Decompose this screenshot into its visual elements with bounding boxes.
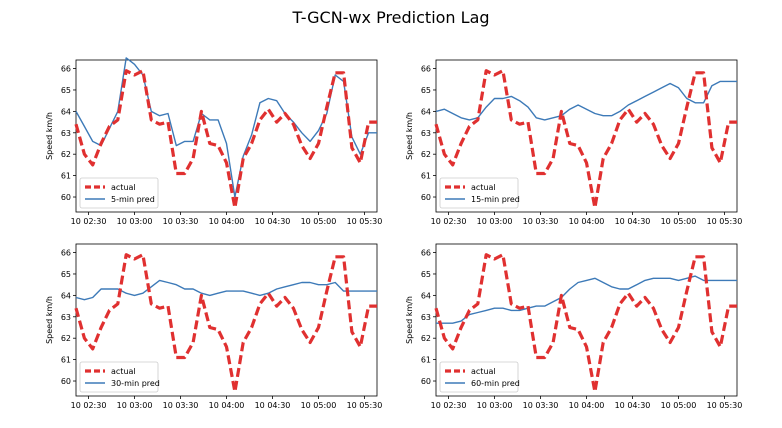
- x-tick-label: 10 03:30: [523, 217, 559, 226]
- x-tick-label: 10 05:00: [661, 217, 697, 226]
- y-tick-label: 64: [61, 291, 71, 300]
- legend-label: 60-min pred: [471, 379, 520, 388]
- y-axis-label: Speed km/h: [45, 296, 54, 344]
- actual-series-line: [434, 69, 737, 210]
- legend-label: 15-min pred: [471, 195, 520, 204]
- actual-series-line: [74, 69, 377, 210]
- y-tick-label: 62: [61, 334, 71, 343]
- y-tick-label: 63: [421, 129, 431, 138]
- legend-label: actual: [471, 183, 496, 192]
- x-tick-label: 10 04:00: [569, 217, 605, 226]
- x-tick-label: 10 03:30: [163, 217, 199, 226]
- prediction-series-line: [75, 57, 377, 198]
- x-tick-label: 10 03:00: [117, 401, 153, 410]
- x-tick-label: 10 03:30: [163, 401, 199, 410]
- y-tick-label: 65: [61, 86, 71, 95]
- x-tick-label: 10 04:00: [209, 401, 245, 410]
- y-tick-label: 65: [61, 270, 71, 279]
- y-tick-label: 66: [421, 65, 431, 74]
- x-tick-label: 10 05:30: [347, 401, 383, 410]
- figure-title: T-GCN-wx Prediction Lag: [292, 8, 490, 27]
- y-tick-label: 64: [61, 107, 71, 116]
- y-axis-label: Speed km/h: [45, 112, 54, 160]
- y-tick-label: 60: [61, 377, 71, 386]
- x-tick-label: 10 02:30: [71, 401, 107, 410]
- chart-panel-15min: 60 61 62 63 64 65 66 10 02:30 10 03:00 10 03:30 10…: [405, 59, 743, 226]
- x-tick-label: 10 04:00: [209, 217, 245, 226]
- actual-series-line: [74, 253, 377, 394]
- y-tick-label: 61: [61, 356, 71, 365]
- actual-series-line: [434, 253, 737, 394]
- x-tick-label: 10 03:00: [477, 401, 513, 410]
- y-tick-label: 62: [421, 150, 431, 159]
- y-tick-label: 63: [61, 313, 71, 322]
- y-tick-label: 63: [421, 313, 431, 322]
- y-axis-label: Speed km/h: [405, 296, 414, 344]
- x-tick-label: 10 05:30: [707, 217, 743, 226]
- y-tick-label: 65: [421, 270, 431, 279]
- y-tick-label: 60: [421, 193, 431, 202]
- y-tick-label: 66: [421, 249, 431, 258]
- x-tick-label: 10 05:30: [347, 217, 383, 226]
- legend-label: actual: [111, 367, 136, 376]
- x-tick-label: 10 02:30: [71, 217, 107, 226]
- y-tick-label: 66: [61, 249, 71, 258]
- x-tick-label: 10 05:00: [301, 217, 337, 226]
- x-tick-label: 10 05:00: [661, 401, 697, 410]
- y-tick-label: 63: [61, 129, 71, 138]
- y-tick-label: 65: [421, 86, 431, 95]
- y-tick-label: 60: [421, 377, 431, 386]
- legend-label: actual: [471, 367, 496, 376]
- y-tick-label: 60: [61, 193, 71, 202]
- legend-label: 30-min pred: [111, 379, 160, 388]
- x-tick-label: 10 05:30: [707, 401, 743, 410]
- x-tick-label: 10 03:30: [523, 401, 559, 410]
- y-tick-label: 62: [61, 150, 71, 159]
- y-tick-label: 64: [421, 291, 431, 300]
- x-tick-label: 10 04:30: [615, 217, 651, 226]
- x-tick-label: 10 03:00: [477, 217, 513, 226]
- x-tick-label: 10 03:00: [117, 217, 153, 226]
- x-tick-label: 10 04:30: [615, 401, 651, 410]
- x-tick-label: 10 04:30: [255, 217, 291, 226]
- y-tick-label: 64: [421, 107, 431, 116]
- prediction-series-line: [435, 80, 737, 121]
- x-tick-label: 10 02:30: [431, 401, 467, 410]
- y-tick-label: 61: [421, 356, 431, 365]
- prediction-series-line: [75, 279, 377, 301]
- x-tick-label: 10 02:30: [431, 217, 467, 226]
- x-tick-label: 10 04:30: [255, 401, 291, 410]
- y-tick-label: 61: [421, 172, 431, 181]
- legend-label: 5-min pred: [111, 195, 155, 204]
- chart-panel-60min: 60 61 62 63 64 65 66 10 02:30 10 03:00 10 03:30 10…: [405, 243, 743, 410]
- y-axis-label: Speed km/h: [405, 112, 414, 160]
- y-tick-label: 61: [61, 172, 71, 181]
- x-tick-label: 10 05:00: [301, 401, 337, 410]
- y-tick-label: 62: [421, 334, 431, 343]
- legend-label: actual: [111, 183, 136, 192]
- prediction-series-line: [436, 275, 737, 324]
- x-tick-label: 10 04:00: [569, 401, 605, 410]
- chart-panel-5min: 60 61 62 63 64 65 66 10 02:30 10 03:00 10 03:30 10…: [45, 57, 383, 226]
- y-tick-label: 66: [61, 65, 71, 74]
- chart-panel-30min: 60 61 62 63 64 65 66 10 02:30 10 03:00 10 03:30 10…: [45, 243, 383, 410]
